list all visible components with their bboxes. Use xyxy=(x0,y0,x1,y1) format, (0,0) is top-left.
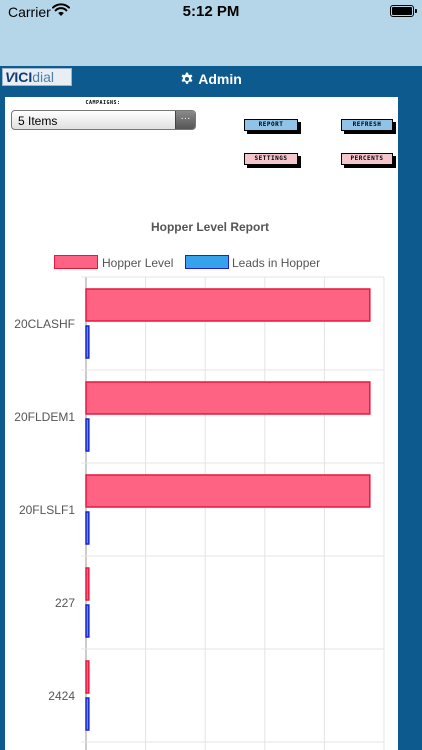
clock: 5:12 PM xyxy=(182,3,240,20)
category-label: 20CLASHF xyxy=(14,317,75,331)
app-header: VICIdial Admin xyxy=(0,66,422,96)
chart-title: Hopper Level Report xyxy=(150,220,270,234)
legend-swatch-leads-in-hopper[interactable] xyxy=(185,255,229,269)
percents-button[interactable]: PERCENTS xyxy=(341,153,393,165)
vicidial-logo[interactable]: VICIdial xyxy=(2,68,72,86)
campaign-select-value: 5 Items xyxy=(18,114,58,128)
bar-hopper-level[interactable] xyxy=(85,660,90,694)
campaign-select[interactable]: 5 Items ··· xyxy=(11,110,196,130)
wifi-icon xyxy=(52,3,70,16)
refresh-button[interactable]: REFRESH xyxy=(341,119,393,131)
admin-title: Admin xyxy=(198,71,242,87)
bar-hopper-level[interactable] xyxy=(85,567,90,601)
category-label: 20FLSLF1 xyxy=(19,503,75,517)
report-button[interactable]: REPORT xyxy=(244,119,298,131)
category-label: 227 xyxy=(55,596,75,610)
legend-label-hopper-level[interactable]: Hopper Level xyxy=(102,256,174,270)
category-label: 2424 xyxy=(48,689,75,703)
bar-leads-in-hopper[interactable] xyxy=(85,604,90,638)
more-icon[interactable]: ··· xyxy=(175,111,195,129)
status-bar: Carrier 5:12 PM xyxy=(0,0,422,66)
bar-hopper-level[interactable] xyxy=(85,288,371,322)
report-panel: CAMPAIGNS: 5 Items ··· REPORT REFRESH SE… xyxy=(5,97,398,750)
gear-icon xyxy=(181,72,193,84)
category-label: 20FLDEM1 xyxy=(14,410,75,424)
chart-legend: Hopper Level Leads in Hopper xyxy=(5,254,398,272)
battery-icon xyxy=(390,5,417,17)
carrier-label: Carrier xyxy=(8,4,51,20)
legend-swatch-hopper-level[interactable] xyxy=(54,255,98,269)
bar-leads-in-hopper[interactable] xyxy=(85,697,90,731)
bar-hopper-level[interactable] xyxy=(85,474,371,508)
campaigns-label: CAMPAIGNS: xyxy=(85,100,121,106)
bar-leads-in-hopper[interactable] xyxy=(85,511,90,545)
bar-leads-in-hopper[interactable] xyxy=(85,325,90,359)
admin-menu[interactable]: Admin xyxy=(0,71,422,87)
legend-label-leads-in-hopper[interactable]: Leads in Hopper xyxy=(232,256,321,270)
hopper-chart: 20CLASHF 20FLDEM1 20FLSLF1 227 2424 xyxy=(14,276,385,750)
settings-button[interactable]: SETTINGS xyxy=(244,153,298,165)
bar-hopper-level[interactable] xyxy=(85,381,371,415)
bar-leads-in-hopper[interactable] xyxy=(85,418,90,452)
